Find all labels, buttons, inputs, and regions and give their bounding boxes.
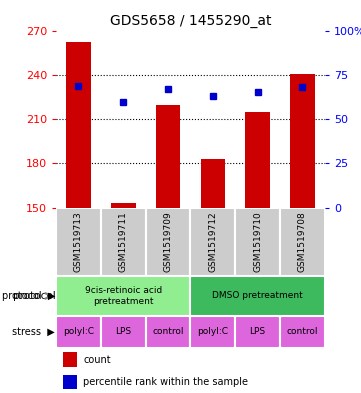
Bar bbox=[56, 316, 101, 348]
Bar bbox=[111, 203, 135, 208]
Bar bbox=[63, 352, 77, 367]
Bar bbox=[280, 208, 325, 276]
Text: GSM1519713: GSM1519713 bbox=[74, 211, 83, 272]
Text: GSM1519710: GSM1519710 bbox=[253, 211, 262, 272]
Text: protocol  ▶: protocol ▶ bbox=[2, 291, 55, 301]
Title: GDS5658 / 1455290_at: GDS5658 / 1455290_at bbox=[110, 14, 271, 28]
Bar bbox=[235, 316, 280, 348]
Bar bbox=[290, 74, 315, 208]
Bar bbox=[191, 316, 235, 348]
Bar bbox=[101, 316, 145, 348]
Text: GSM1519712: GSM1519712 bbox=[208, 211, 217, 272]
Bar bbox=[145, 316, 191, 348]
Bar bbox=[56, 208, 101, 276]
Text: GSM1519708: GSM1519708 bbox=[298, 211, 307, 272]
Text: count: count bbox=[83, 354, 111, 365]
Text: LPS: LPS bbox=[115, 327, 131, 336]
Bar bbox=[145, 208, 191, 276]
Text: control: control bbox=[152, 327, 184, 336]
Bar bbox=[63, 375, 77, 389]
Bar bbox=[156, 105, 180, 208]
Bar bbox=[191, 276, 325, 316]
Text: protocol: protocol bbox=[13, 291, 56, 301]
Text: percentile rank within the sample: percentile rank within the sample bbox=[83, 377, 248, 387]
Text: LPS: LPS bbox=[249, 327, 266, 336]
Bar bbox=[66, 42, 91, 208]
Text: GSM1519711: GSM1519711 bbox=[119, 211, 128, 272]
Bar bbox=[101, 208, 145, 276]
Bar bbox=[280, 316, 325, 348]
Bar bbox=[245, 112, 270, 208]
Text: DMSO pretreatment: DMSO pretreatment bbox=[212, 292, 303, 300]
Text: polyI:C: polyI:C bbox=[63, 327, 94, 336]
Text: 9cis-retinoic acid
pretreatment: 9cis-retinoic acid pretreatment bbox=[84, 286, 162, 306]
Text: stress  ▶: stress ▶ bbox=[12, 327, 55, 337]
Text: control: control bbox=[287, 327, 318, 336]
Bar bbox=[56, 276, 191, 316]
Bar bbox=[200, 159, 225, 208]
Text: GSM1519709: GSM1519709 bbox=[164, 211, 173, 272]
Bar bbox=[235, 208, 280, 276]
Text: polyI:C: polyI:C bbox=[197, 327, 229, 336]
Bar bbox=[191, 208, 235, 276]
